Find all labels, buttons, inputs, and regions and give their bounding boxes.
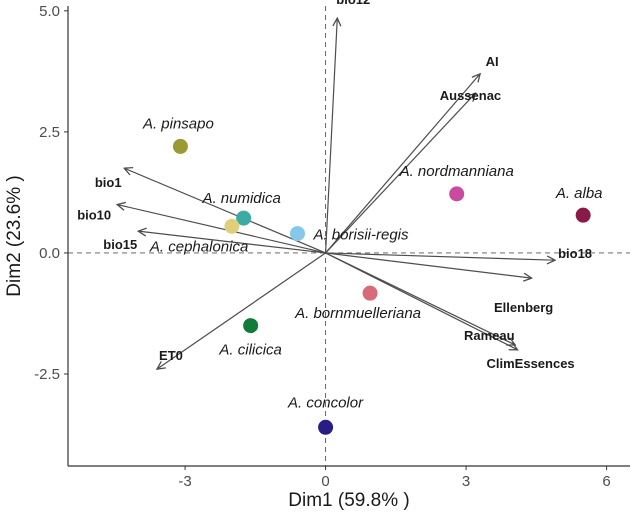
x-tick-label: 3 (462, 473, 470, 490)
vector-label-ellenberg: Ellenberg (494, 300, 553, 315)
vector-arrow-bio15 (138, 231, 326, 254)
x-tick-label: -3 (178, 473, 191, 490)
vector-label-bio18: bio18 (558, 246, 592, 261)
species-label-a-bornmuelleriana: A. bornmuelleriana (294, 305, 421, 322)
vector-label-bio15: bio15 (103, 237, 137, 252)
x-tick-label: 6 (602, 473, 610, 490)
point-a-cilicica (243, 318, 259, 334)
point-a-bornmuelleriana (362, 285, 378, 301)
species-label-a-cephalonica: A. cephalonica (149, 238, 248, 255)
vector-arrow-aussenac (325, 93, 476, 254)
vector-label-bio10: bio10 (77, 208, 111, 223)
point-a-cephalonica (224, 218, 240, 234)
vector-label-rameau: Rameau (464, 328, 515, 343)
point-a-borisii-regis (289, 226, 305, 242)
species-label-a-pinsapo: A. pinsapo (142, 115, 214, 132)
vector-arrow-ai (325, 74, 481, 254)
vector-arrow-ellenberg (325, 252, 532, 278)
y-tick-label: 0.0 (39, 245, 60, 262)
vector-arrow-bio1 (124, 168, 326, 254)
species-label-a-numidica: A. numidica (201, 190, 280, 207)
vector-label-bio12: bio12 (336, 0, 370, 7)
vector-arrow-bio18 (325, 252, 555, 260)
vector-arrow-et0 (157, 252, 326, 369)
point-a-alba (575, 207, 591, 223)
vector-arrow-climessences (325, 252, 518, 350)
x-tick-label: 0 (321, 473, 329, 490)
x-axis-title: Dim1 (59.8% ) (288, 490, 409, 511)
point-a-numidica (236, 210, 252, 226)
species-label-a-borisii-regis: A. borisii-regis (312, 227, 409, 244)
species-label-a-cilicica: A. cilicica (218, 342, 282, 359)
vector-arrow-bio10 (117, 205, 326, 254)
point-a-pinsapo (172, 138, 188, 154)
vector-arrow-bio12 (324, 18, 338, 253)
vector-label-aussenac: Aussenac (440, 88, 501, 103)
vector-label-ai: AI (486, 54, 499, 69)
point-a-nordmanniana (449, 186, 465, 202)
species-label-a-nordmanniana: A. nordmanniana (399, 163, 514, 180)
y-tick-label: 2.5 (39, 124, 60, 141)
vector-label-et0: ET0 (159, 348, 183, 363)
vector-label-bio1: bio1 (95, 175, 122, 190)
species-label-a-concolor: A. concolor (287, 394, 364, 411)
y-axis-title: Dim2 (23.6% ) (4, 175, 25, 296)
y-tick-label: 5.0 (39, 3, 60, 20)
point-a-concolor (318, 419, 334, 435)
y-tick-label: -2.5 (34, 366, 60, 383)
vector-label-climessences: ClimEssences (487, 356, 575, 371)
species-label-a-alba: A. alba (555, 185, 603, 202)
